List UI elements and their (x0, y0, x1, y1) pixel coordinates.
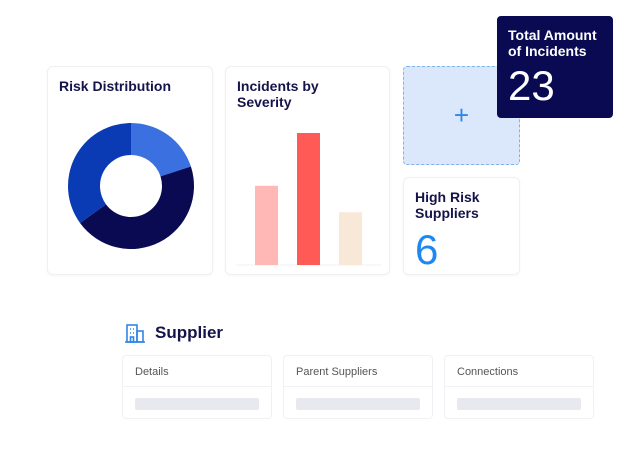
donut-slice (68, 123, 131, 224)
placeholder-row (135, 398, 259, 410)
card-title: Risk Distribution (59, 78, 172, 94)
table-header: Details (123, 356, 271, 387)
high-risk-suppliers-card: High Risk Suppliers 6 (403, 177, 520, 275)
card-title: High Risk Suppliers (415, 189, 480, 221)
bar (339, 212, 362, 265)
supplier-title: Supplier (155, 323, 224, 342)
table-header: Parent Suppliers (284, 356, 432, 387)
plus-icon: + (453, 100, 470, 130)
donut-slice (80, 166, 195, 250)
bar (255, 185, 278, 265)
table-header: Connections (445, 356, 593, 387)
total-incidents-card: Total Amount of Incidents 23 (497, 16, 613, 118)
card-title: Total Amount of Incidents (508, 27, 597, 59)
card-title: Incidents by Severity (237, 78, 319, 110)
placeholder-row (457, 398, 581, 410)
bar-chart (236, 133, 381, 266)
connections-table[interactable]: Connections (444, 355, 594, 419)
supplier-header: Supplier (124, 323, 223, 343)
building-icon (125, 324, 145, 343)
parent-suppliers-table[interactable]: Parent Suppliers (283, 355, 433, 419)
donut-chart (68, 123, 195, 250)
placeholder-row (296, 398, 420, 410)
incidents-by-severity-card: Incidents by Severity (225, 66, 390, 275)
total-incidents-count: 23 (508, 62, 555, 109)
risk-distribution-card: Risk Distribution (47, 66, 213, 275)
high-risk-count: 6 (415, 226, 439, 273)
donut-slice (131, 123, 191, 177)
bar (297, 133, 320, 265)
details-table[interactable]: Details (122, 355, 272, 419)
